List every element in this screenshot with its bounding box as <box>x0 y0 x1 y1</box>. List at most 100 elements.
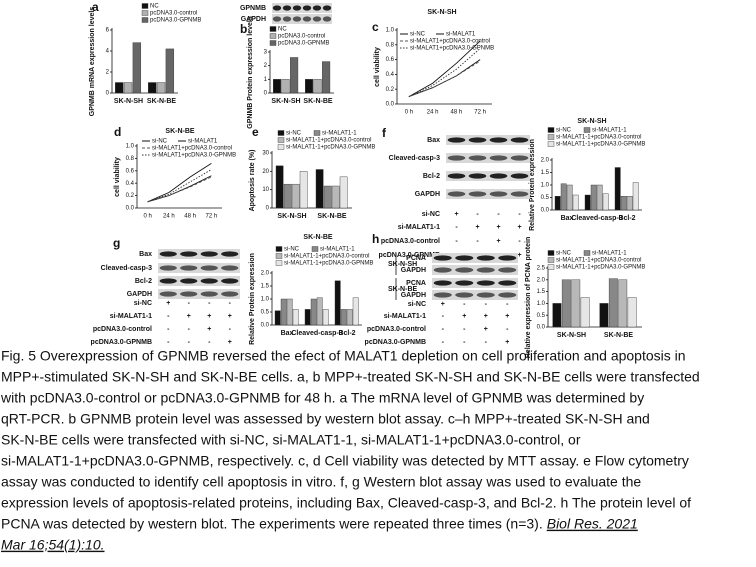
bar <box>115 82 124 94</box>
condition-sign: + <box>484 313 488 320</box>
x-tick-label: Cleaved-casp-3 <box>571 215 622 222</box>
blot-band <box>447 137 466 143</box>
blot-band <box>468 137 487 143</box>
blot-band <box>200 291 218 297</box>
bar <box>331 185 340 209</box>
y-tick-label: 2.5 <box>537 266 546 272</box>
x-tick-label: 48 h <box>184 214 196 220</box>
blot-band <box>180 251 198 257</box>
bar <box>315 169 324 209</box>
blot-band <box>200 265 218 271</box>
x-tick-label: Bcl-2 <box>618 215 635 222</box>
bar <box>590 184 597 211</box>
condition-label: si-NC <box>408 301 426 308</box>
legend-swatch <box>547 127 555 133</box>
legend-label: si-NC <box>556 128 572 134</box>
condition-sign: - <box>476 211 479 218</box>
group-label: SK-N-SH <box>388 261 417 268</box>
blot-band <box>282 16 292 22</box>
blot-band-bg <box>432 265 518 275</box>
bar <box>132 42 142 94</box>
y-tick-label: 0.2 <box>126 193 135 199</box>
blot-band <box>221 278 239 284</box>
y-tick-label: 0.5 <box>537 313 546 319</box>
y-tick-label: 0 <box>264 91 268 97</box>
line-series <box>147 176 212 203</box>
condition-sign: + <box>207 326 211 333</box>
condition-sign: - <box>442 326 445 333</box>
blot-band <box>510 191 529 197</box>
y-axis-label: Apoptosis rate (%) <box>249 150 256 212</box>
x-tick-label: 72 h <box>474 110 486 116</box>
bar <box>316 297 323 326</box>
y-tick-label: 1.5 <box>261 284 270 290</box>
blot-band <box>498 292 517 298</box>
y-tick-label: 4 <box>106 49 110 55</box>
bar <box>290 57 299 94</box>
condition-sign: + <box>496 224 500 231</box>
bar <box>346 309 353 326</box>
blot-band <box>433 280 452 286</box>
condition-sign: - <box>485 301 488 308</box>
legend-label: si-MALAT1-1 <box>322 131 357 137</box>
condition-sign: + <box>517 252 521 259</box>
condition-sign: - <box>455 238 458 245</box>
legend-swatch <box>583 127 591 133</box>
condition-sign: - <box>167 339 170 346</box>
bar <box>572 194 579 211</box>
blot-band-bg <box>446 153 530 163</box>
legend-label: si-MALAT1 <box>188 139 218 145</box>
blot-band <box>476 267 495 273</box>
condition-label: si-NC <box>422 211 440 218</box>
condition-sign: + <box>454 211 458 218</box>
bar <box>322 61 331 94</box>
x-tick-label: 72 h <box>206 214 218 220</box>
legend-swatch <box>313 130 321 136</box>
x-tick-label: 24 h <box>163 214 175 220</box>
condition-sign: + <box>228 339 232 346</box>
condition-label: pcDNA3.0-GPNMB <box>91 339 152 346</box>
x-tick-label: Bax <box>281 330 294 337</box>
caption-line: assay was conducted to identify cell apo… <box>1 474 641 490</box>
bar <box>580 297 590 328</box>
legend-label: si-NC <box>410 32 426 38</box>
bar <box>281 79 290 94</box>
y-tick-label: 2 <box>106 70 110 76</box>
caption-line: qRT-PCR. b GPNMB protein level was asses… <box>1 411 650 427</box>
legend-swatch <box>311 246 319 252</box>
y-tick-label: 0.0 <box>261 323 270 329</box>
y-tick-label: 2.0 <box>537 277 546 283</box>
bar <box>596 184 603 211</box>
blot-band <box>159 265 177 271</box>
condition-label: pcDNA3.0-control <box>367 326 426 333</box>
bar <box>614 167 621 211</box>
bar <box>148 82 157 94</box>
blot-band <box>468 173 487 179</box>
caption-line: expression levels of apoptosis-related p… <box>1 495 691 511</box>
condition-label: pcDNA3.0-control <box>381 238 440 245</box>
blot-band <box>510 173 529 179</box>
legend-swatch <box>277 137 285 143</box>
group-label: SK-N-BE <box>388 286 417 293</box>
y-tick-label: 1.0 <box>537 301 546 307</box>
blot-band <box>221 265 239 271</box>
blot-band <box>180 291 198 297</box>
bar <box>273 79 282 94</box>
blot-band-bg <box>432 290 518 300</box>
blot-band <box>447 155 466 161</box>
y-tick-label: 0.0 <box>386 102 395 108</box>
blot-band <box>455 280 474 286</box>
blot-band <box>180 265 198 271</box>
y-tick-label: 1.5 <box>541 170 550 176</box>
condition-sign: - <box>506 301 509 308</box>
bar <box>275 165 284 209</box>
y-tick-label: 1.5 <box>537 289 546 295</box>
legend-label: si-MALAT1+pcDNA3.0-GPNMB <box>410 46 494 52</box>
blot-band <box>489 191 508 197</box>
blot-band-bg <box>446 135 530 145</box>
bar <box>560 183 567 211</box>
y-tick-label: 0.5 <box>261 310 270 316</box>
condition-sign: - <box>208 300 211 307</box>
x-tick-label: Bax <box>561 215 574 222</box>
condition-sign: + <box>207 313 211 320</box>
